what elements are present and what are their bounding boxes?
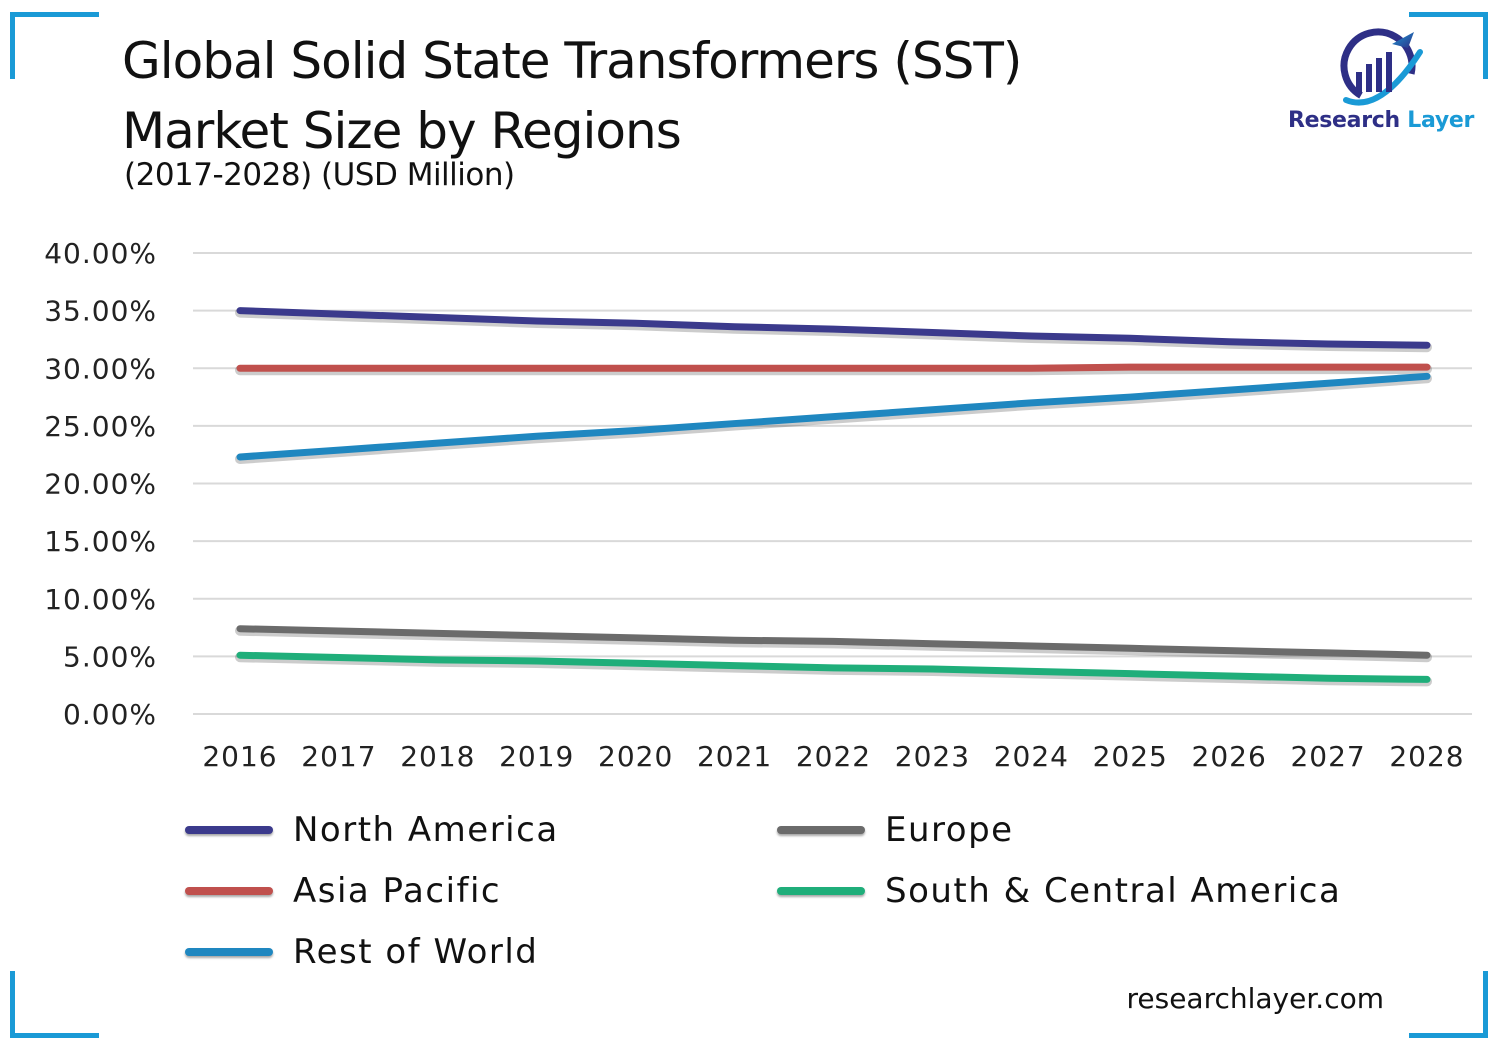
legend-label: Europe (885, 810, 1014, 850)
legend-swatch (185, 948, 273, 956)
x-tick-label: 2022 (796, 740, 871, 773)
y-tick-label: 15.00% (44, 525, 157, 558)
brand-name-part2: Layer (1407, 108, 1475, 133)
x-tick-label: 2021 (697, 740, 772, 773)
y-tick-label: 35.00% (44, 295, 157, 328)
y-tick-label: 5.00% (63, 640, 157, 673)
legend-swatch (185, 887, 273, 895)
x-tick-label: 2023 (895, 740, 970, 773)
legend-item: Rest of World (185, 932, 538, 972)
x-tick-label: 2028 (1389, 740, 1464, 773)
y-tick-label: 10.00% (44, 583, 157, 616)
x-tick-label: 2024 (994, 740, 1069, 773)
brand-name-part1: Research (1288, 108, 1400, 133)
legend-item: Asia Pacific (185, 871, 501, 911)
x-tick-label: 2027 (1290, 740, 1365, 773)
frame-corner-bottom-right (1409, 971, 1488, 1038)
y-tick-label: 30.00% (44, 352, 157, 385)
frame-corner-top-left (10, 12, 99, 79)
frame-corner-bottom-left (10, 971, 99, 1038)
series-line-rest-of-world (236, 372, 1431, 461)
chart-title-line2: Market Size by Regions (122, 102, 682, 160)
legend-item: South & Central America (777, 871, 1341, 911)
legend-swatch (777, 826, 865, 834)
legend-item: North America (185, 810, 559, 850)
x-tick-label: 2019 (499, 740, 574, 773)
series-line-europe (236, 625, 1431, 659)
frame-corner-top-right (1409, 12, 1488, 79)
x-tick-label: 2016 (202, 740, 277, 773)
legend-label: Asia Pacific (293, 871, 502, 911)
legend-swatch (185, 826, 273, 834)
brand-name: Research Layer (1288, 108, 1474, 133)
y-tick-label: 20.00% (44, 468, 157, 501)
legend-label: South & Central America (885, 871, 1342, 911)
legend-label: Rest of World (293, 932, 539, 972)
x-tick-label: 2018 (400, 740, 475, 773)
x-tick-label: 2020 (598, 740, 673, 773)
y-tick-label: 40.00% (44, 237, 157, 270)
chart-subtitle: (2017-2028) (USD Million) (124, 157, 515, 193)
legend-swatch (777, 887, 865, 895)
series-line-asia-pacific (236, 363, 1431, 372)
website-url[interactable]: researchlayer.com (1126, 982, 1384, 1015)
legend-item: Europe (777, 810, 1014, 850)
chart-title: Global Solid State Transformers (SST) Ma… (122, 26, 1022, 166)
x-tick-label: 2026 (1192, 740, 1267, 773)
chart-title-line1: Global Solid State Transformers (SST) (122, 32, 1022, 90)
y-tick-label: 0.00% (63, 698, 157, 731)
x-tick-label: 2025 (1093, 740, 1168, 773)
y-tick-label: 25.00% (44, 410, 157, 443)
series-line-south-central-america (236, 651, 1431, 683)
x-tick-label: 2017 (301, 740, 376, 773)
legend-label: North America (293, 810, 559, 850)
research-layer-logo-icon (1340, 28, 1423, 106)
series-line-north-america (236, 307, 1431, 349)
